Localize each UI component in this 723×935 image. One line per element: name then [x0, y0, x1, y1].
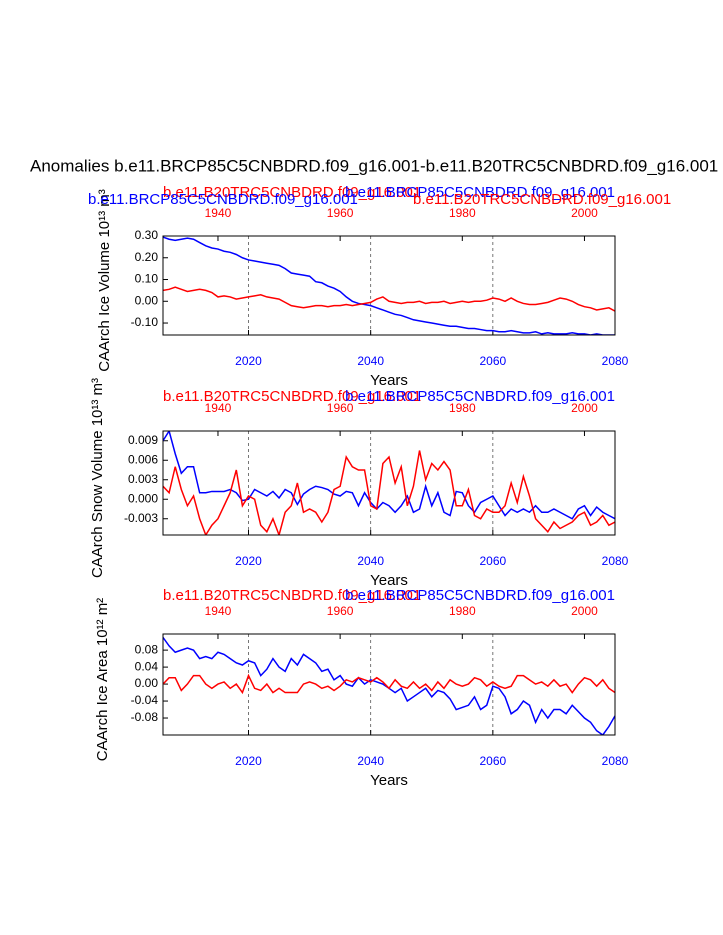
y-tick-label: -0.08 — [131, 710, 159, 724]
x2-tick-label: 1940 — [205, 604, 232, 618]
x-tick-label: 2060 — [479, 354, 506, 368]
x2-tick-label: 1960 — [327, 604, 354, 618]
x2-tick-label: 1960 — [327, 206, 354, 220]
x2-tick-label: 2000 — [571, 604, 598, 618]
x2-tick-label: 1960 — [327, 401, 354, 415]
x2-tick-label: 1940 — [205, 401, 232, 415]
y-tick-label: 0.30 — [135, 228, 159, 242]
series-line — [163, 450, 615, 535]
x2-tick-label: 1980 — [449, 604, 476, 618]
x-tick-label: 2060 — [479, 554, 506, 568]
series-line — [163, 286, 615, 312]
series-name: b.e11.B20TRC5CNBDRD.f09_g16.001 — [163, 184, 421, 201]
series-name: b.e11.BRCP85C5CNBDRD.f09_g16.001 — [345, 587, 615, 604]
x-axis-title: Years — [370, 372, 408, 389]
series-line — [163, 673, 615, 695]
x-tick-label: 2040 — [357, 354, 384, 368]
series-name: b.e11.B20TRC5CNBDRD.f09_g16.001 — [413, 191, 671, 208]
y-tick-label: 0.009 — [128, 433, 158, 447]
y-axis-title: CAArch Snow Volume 10¹³ m³ — [89, 378, 106, 578]
x2-tick-label: 2000 — [571, 401, 598, 415]
x-tick-label: 2040 — [357, 754, 384, 768]
y-tick-label: 0.20 — [135, 250, 159, 264]
series-name: b.e11.BRCP85C5CNBDRD.f09_g16.001 — [345, 184, 615, 201]
y-axis-title: CAArch Ice Area 10¹² m² — [94, 598, 111, 761]
plot-frame — [162, 430, 616, 536]
x-tick-label: 2080 — [602, 554, 629, 568]
x-tick-label: 2080 — [602, 754, 629, 768]
main-title: Anomalies b.e11.BRCP85C5CNBDRD.f09_g16.0… — [30, 156, 718, 175]
y-tick-label: -0.003 — [124, 511, 158, 525]
x-tick-label: 2020 — [235, 554, 262, 568]
y-axis-title: CAArch Ice Volume 10¹³ m³ — [96, 189, 113, 372]
series-name: b.e11.BRCP85C5CNBDRD.f09_g16.001 — [88, 191, 358, 208]
x-tick-label: 2020 — [235, 754, 262, 768]
y-tick-label: 0.00 — [135, 293, 159, 307]
x-axis-title: Years — [370, 572, 408, 589]
y-tick-label: 0.006 — [128, 452, 158, 466]
x2-tick-label: 2000 — [571, 206, 598, 220]
y-tick-label: -0.04 — [131, 693, 159, 707]
y-tick-label: 0.08 — [135, 642, 159, 656]
x2-tick-label: 1980 — [449, 401, 476, 415]
plot-frame — [162, 235, 616, 336]
y-tick-label: 0.10 — [135, 272, 159, 286]
x-axis-title: Years — [370, 772, 408, 789]
x2-tick-label: 1980 — [449, 206, 476, 220]
x-tick-label: 2020 — [235, 354, 262, 368]
series-line — [163, 431, 615, 520]
plot-frame — [162, 633, 616, 736]
series-name: b.e11.B20TRC5CNBDRD.f09_g16.001 — [163, 587, 421, 604]
y-tick-label: 0.04 — [135, 659, 159, 673]
y-tick-label: -0.10 — [131, 315, 159, 329]
y-tick-label: 0.00 — [135, 676, 159, 690]
x2-tick-label: 1940 — [205, 206, 232, 220]
x-tick-label: 2080 — [602, 354, 629, 368]
x-tick-label: 2060 — [479, 754, 506, 768]
y-tick-label: 0.003 — [128, 472, 158, 486]
series-name: b.e11.BRCP85C5CNBDRD.f09_g16.001 — [345, 388, 615, 405]
series-line — [163, 236, 615, 335]
x-tick-label: 2040 — [357, 554, 384, 568]
series-name: b.e11.B20TRC5CNBDRD.f09_g16.001 — [163, 388, 421, 405]
y-tick-label: 0.000 — [128, 491, 158, 505]
